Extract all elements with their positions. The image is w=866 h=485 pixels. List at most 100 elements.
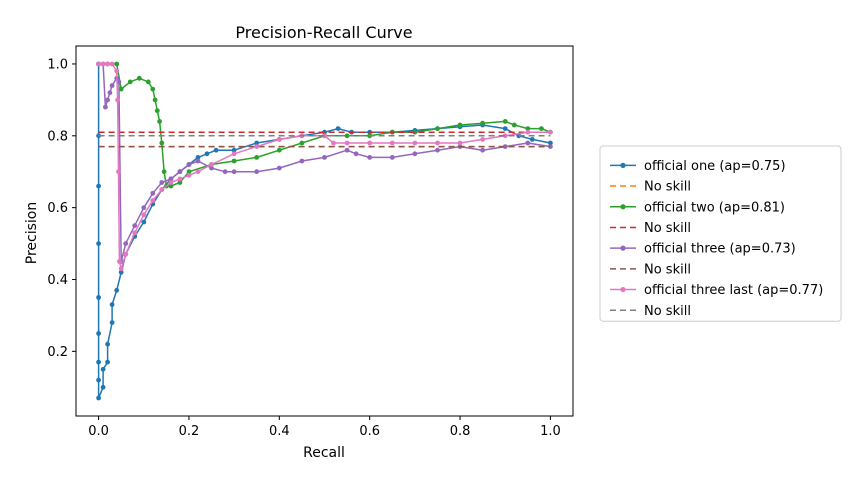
- series-point-2-20: [276, 147, 282, 153]
- series-point-6-29: [435, 140, 440, 146]
- series-point-6-30: [457, 140, 463, 146]
- series-point-6-3: [109, 61, 115, 67]
- series-point-4-24: [322, 155, 327, 160]
- series-point-2-30: [502, 119, 508, 124]
- y-tick-label-0: 0.2: [47, 345, 68, 360]
- series-point-0-8: [96, 395, 101, 401]
- series-point-6-27: [389, 140, 395, 146]
- series-point-6-13: [159, 187, 165, 193]
- legend-marker-2: [620, 204, 626, 210]
- series-point-0-44: [548, 140, 553, 146]
- series-point-4-21: [254, 169, 260, 175]
- series-point-2-33: [539, 126, 544, 131]
- series-point-6-34: [548, 129, 553, 135]
- series-point-2-31: [511, 122, 517, 128]
- series-point-6-2: [105, 61, 110, 67]
- series-point-4-27: [367, 155, 373, 160]
- series-point-2-26: [412, 129, 418, 135]
- series-point-4-12: [150, 190, 156, 196]
- series-point-6-17: [195, 169, 201, 175]
- series-point-2-32: [525, 126, 531, 131]
- plot-area: [75, 45, 574, 417]
- series-point-4-9: [123, 241, 129, 247]
- series-point-4-29: [412, 151, 418, 157]
- series-point-4-20: [231, 169, 237, 175]
- legend-label-6: official three last (ap=0.77): [644, 283, 823, 298]
- series-point-0-14: [109, 302, 115, 307]
- series-point-4-2: [103, 104, 108, 110]
- series-point-6-31: [480, 137, 485, 142]
- series-point-6-14: [168, 180, 174, 185]
- series-point-0-27: [213, 147, 219, 153]
- y-tick-label-1: 0.4: [47, 273, 68, 288]
- legend: official one (ap=0.75) No skill official t…: [599, 145, 842, 322]
- series-point-6-15: [177, 176, 183, 182]
- series-point-2-29: [480, 120, 485, 126]
- series-point-4-19: [222, 169, 228, 175]
- x-axis: 0.0 0.2 0.4 0.6 0.8 1.0: [88, 416, 561, 439]
- series-point-6-28: [412, 140, 418, 146]
- series-point-2-23: [344, 133, 350, 139]
- series-point-6-33: [525, 129, 531, 135]
- series-point-0-12: [105, 341, 110, 347]
- series-point-2-11: [159, 140, 165, 146]
- series-point-6-19: [231, 151, 237, 157]
- series-point-0-9: [100, 384, 106, 390]
- legend-label-7: No skill: [644, 304, 691, 319]
- y-axis: 0.2 0.4 0.6 0.8 1.0: [47, 57, 76, 360]
- series-point-6-12: [150, 198, 156, 203]
- series-point-4-16: [186, 162, 192, 167]
- series-point-0-2: [96, 183, 101, 189]
- x-tick-label-2: 0.4: [269, 424, 290, 439]
- series-point-2-12: [161, 169, 167, 175]
- series-point-2-4: [127, 79, 133, 85]
- y-tick-label-4: 1.0: [47, 57, 68, 72]
- series-point-0-29: [254, 140, 260, 146]
- series-point-4-10: [132, 223, 138, 229]
- series-point-6-26: [367, 140, 373, 146]
- series-point-6-16: [186, 172, 192, 178]
- x-tick-label-1: 0.2: [179, 424, 200, 439]
- series-point-0-19: [141, 219, 147, 225]
- y-axis-label: Precision: [24, 202, 40, 264]
- series-point-4-5: [109, 83, 115, 88]
- legend-marker-0: [620, 162, 626, 168]
- series-point-0-28: [231, 147, 237, 153]
- series-point-2-28: [457, 122, 463, 128]
- series-point-4-11: [141, 205, 147, 211]
- x-axis-label: Recall: [303, 445, 345, 461]
- series-point-4-22: [276, 165, 282, 171]
- series-point-0-6: [96, 359, 101, 365]
- y-tick-label-3: 0.8: [47, 129, 68, 144]
- legend-label-0: official one (ap=0.75): [644, 159, 786, 174]
- series-point-2-2: [114, 61, 120, 67]
- x-tick-label-5: 1.0: [540, 424, 561, 439]
- series-point-4-3: [105, 97, 110, 103]
- series-point-0-25: [195, 155, 201, 160]
- x-tick-label-3: 0.6: [359, 424, 380, 439]
- series-point-6-4: [114, 68, 120, 74]
- series-point-0-33: [335, 126, 341, 131]
- series-point-6-5: [115, 97, 120, 103]
- series-line-6: [98, 63, 551, 270]
- legend-label-3: No skill: [644, 221, 691, 236]
- series-point-0-11: [105, 359, 110, 365]
- legend-marker-4: [620, 245, 626, 251]
- series-line-0: [97, 64, 551, 399]
- series-point-0-4: [96, 295, 101, 300]
- series-point-0-7: [96, 377, 101, 383]
- series-point-4-4: [107, 90, 113, 96]
- series-point-6-8: [118, 266, 124, 272]
- series-group: [96, 61, 553, 401]
- series-point-4-13: [159, 180, 165, 185]
- series-point-6-21: [276, 137, 282, 142]
- series-point-4-18: [209, 165, 214, 171]
- series-point-6-9: [123, 251, 129, 257]
- series-point-4-33: [502, 144, 508, 150]
- series-point-2-27: [435, 126, 440, 131]
- series-point-6-7: [117, 259, 122, 264]
- series-point-6-1: [100, 61, 106, 67]
- series-point-2-21: [299, 140, 305, 146]
- series-point-4-23: [299, 158, 305, 164]
- series-point-0-43: [529, 137, 535, 142]
